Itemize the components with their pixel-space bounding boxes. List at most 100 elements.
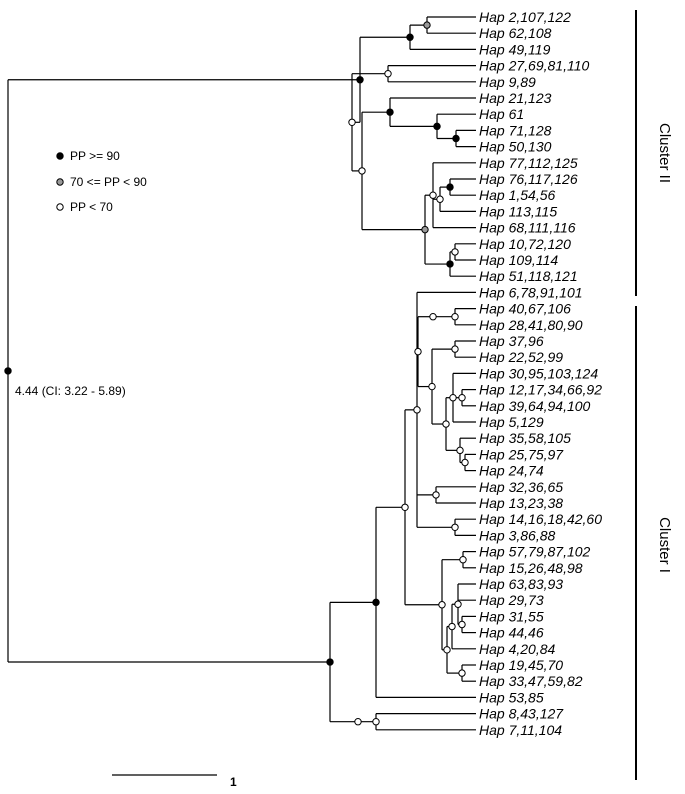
cluster-ii-label: Cluster II <box>656 123 673 183</box>
legend-marker-low <box>56 203 64 211</box>
node-support-marker-17 <box>451 345 459 353</box>
node-support-marker-6 <box>446 183 454 191</box>
tip-label-8: Hap 50,130 <box>479 139 552 155</box>
tip-label-2: Hap 49,119 <box>479 41 551 57</box>
node-support-marker-16 <box>429 313 437 321</box>
node-support-marker-18 <box>458 394 466 402</box>
node-support-marker-4 <box>433 122 441 131</box>
tree-branches <box>7 16 476 731</box>
tip-label-26: Hap 35,58,105 <box>479 430 571 446</box>
tip-label-42: Hap 53,85 <box>479 689 544 705</box>
node-support-marker-29 <box>458 620 466 629</box>
tip-label-7: Hap 71,128 <box>479 122 552 138</box>
node-support-marker-14 <box>356 76 364 84</box>
tip-label-24: Hap 39,64,94,100 <box>479 398 591 414</box>
node-support-marker-32 <box>458 669 466 677</box>
tip-label-19: Hap 28,41,80,90 <box>479 317 583 333</box>
legend-label-mid: 70 <= PP < 90 <box>70 175 147 189</box>
tip-label-35: Hap 63,83,93 <box>479 576 563 592</box>
node-support-marker-23 <box>428 382 436 391</box>
tip-label-13: Hap 68,111,116 <box>479 220 576 236</box>
node-support-marker-35 <box>401 503 409 512</box>
tip-label-28: Hap 24,74 <box>479 463 544 479</box>
tip-label-16: Hap 51,118,121 <box>479 268 578 284</box>
tip-label-5: Hap 21,123 <box>479 90 552 106</box>
scale-bar-label: 1 <box>230 775 237 789</box>
tip-label-4: Hap 9,89 <box>479 74 536 90</box>
tip-label-11: Hap 1,54,56 <box>479 187 555 203</box>
node-support-marker-13 <box>348 118 356 127</box>
tip-label-41: Hap 33,47,59,82 <box>479 673 583 689</box>
legend-label-high: PP >= 90 <box>70 149 120 163</box>
node-support-marker-36 <box>372 598 380 607</box>
tip-label-40: Hap 19,45,70 <box>479 657 563 673</box>
node-support-marker-1 <box>406 33 414 41</box>
node-support-marker-0 <box>423 21 431 29</box>
tip-label-27: Hap 25,75,97 <box>479 446 564 462</box>
node-support-marker-28 <box>459 556 467 564</box>
tip-label-18: Hap 40,67,106 <box>479 301 571 317</box>
legend-label-low: PP < 70 <box>70 200 113 214</box>
node-support-marker-2 <box>384 70 392 78</box>
tip-label-38: Hap 44,46 <box>479 625 544 641</box>
tip-label-30: Hap 13,23,38 <box>479 495 563 511</box>
legend-marker-mid <box>56 178 64 186</box>
node-support-marker-37 <box>372 718 380 726</box>
node-support-marker-5 <box>386 108 394 116</box>
node-support-marker-26 <box>451 523 459 531</box>
node-support-marker-31 <box>448 622 456 631</box>
tip-label-0: Hap 2,107,122 <box>479 9 571 25</box>
node-support-marker-3 <box>452 134 460 143</box>
node-support-marker-19 <box>449 394 457 402</box>
tip-label-37: Hap 31,55 <box>479 608 544 624</box>
tip-label-31: Hap 14,16,18,42,60 <box>479 511 602 527</box>
root-node-label: 4.44 (CI: 3.22 - 5.89) <box>15 384 126 398</box>
node-support-marker-40 <box>4 367 12 375</box>
node-support-marker-22 <box>442 420 450 428</box>
node-support-marker-7 <box>436 195 444 203</box>
node-support-marker-12 <box>358 167 366 175</box>
tip-label-15: Hap 109,114 <box>479 252 558 268</box>
cluster-i-label: Cluster I <box>656 517 673 573</box>
tree-nodes <box>4 21 469 726</box>
node-support-marker-34 <box>438 601 446 609</box>
tip-label-14: Hap 10,72,120 <box>479 236 571 252</box>
tip-label-20: Hap 37,96 <box>479 333 544 349</box>
node-support-marker-27 <box>413 406 421 414</box>
tip-label-22: Hap 30,95,103,124 <box>479 365 598 381</box>
legend-marker-high <box>56 152 64 160</box>
tip-label-39: Hap 4,20,84 <box>479 641 555 657</box>
node-support-marker-10 <box>446 260 454 268</box>
tip-label-17: Hap 6,78,91,101 <box>479 284 583 300</box>
tip-label-10: Hap 76,117,126 <box>479 171 578 187</box>
node-support-marker-8 <box>429 191 437 199</box>
tip-label-29: Hap 32,36,65 <box>479 479 563 495</box>
tip-label-33: Hap 57,79,87,102 <box>479 544 591 560</box>
legend: PP >= 90 70 <= PP < 90 PP < 70 <box>56 149 147 214</box>
node-support-marker-9 <box>451 248 459 256</box>
tip-label-21: Hap 22,52,99 <box>479 349 563 365</box>
node-support-marker-15 <box>451 313 459 321</box>
node-support-marker-25 <box>432 491 440 499</box>
tip-label-6: Hap 61 <box>479 106 524 122</box>
tip-label-25: Hap 5,129 <box>479 414 544 430</box>
tip-label-9: Hap 77,112,125 <box>479 155 578 171</box>
tip-label-43: Hap 8,43,127 <box>479 706 564 722</box>
node-support-marker-24 <box>414 347 422 356</box>
tip-label-12: Hap 113,115 <box>479 203 557 219</box>
node-support-marker-39 <box>326 658 334 666</box>
node-support-marker-20 <box>461 458 469 467</box>
node-support-marker-21 <box>456 446 464 455</box>
tip-label-36: Hap 29,73 <box>479 592 544 608</box>
tip-label-32: Hap 3,86,88 <box>479 527 555 543</box>
tip-label-3: Hap 27,69,81,110 <box>479 58 589 74</box>
tip-label-34: Hap 15,26,48,98 <box>479 560 583 576</box>
node-support-marker-30 <box>454 600 462 608</box>
node-support-marker-38 <box>354 718 362 726</box>
tip-label-1: Hap 62,108 <box>479 25 552 41</box>
tip-label-23: Hap 12,17,34,66,92 <box>479 382 602 398</box>
tip-label-44: Hap 7,11,104 <box>479 722 562 738</box>
node-support-marker-11 <box>421 225 429 234</box>
